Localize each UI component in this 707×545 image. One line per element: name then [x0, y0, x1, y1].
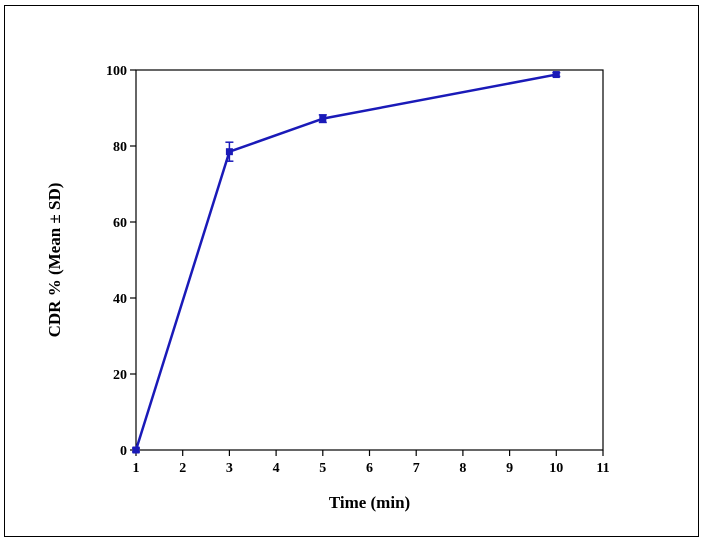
- x-tick-label: 11: [596, 461, 609, 476]
- data-point: [319, 115, 327, 123]
- x-axis-title: Time (min): [329, 493, 410, 512]
- series-line: [134, 73, 557, 451]
- data-point: [552, 71, 560, 79]
- x-tick-label: 10: [549, 461, 563, 476]
- x-axis: 1 2 3 4 5 6 7 8 9 10 11: [133, 450, 610, 476]
- y-axis-title: CDR % (Mean ± SD): [45, 183, 64, 338]
- plot-area: [135, 69, 604, 451]
- x-tick-label: 4: [273, 461, 280, 476]
- x-tick-label: 9: [506, 461, 513, 476]
- x-tick-label: 7: [413, 461, 420, 476]
- x-tick-label: 3: [226, 461, 233, 476]
- x-tick-label: 6: [366, 461, 373, 476]
- figure-frame: [4, 5, 699, 537]
- y-axis: 0 20 40 60 80 100: [106, 64, 136, 459]
- series-layer: [132, 71, 561, 454]
- y-tick-label: 100: [106, 64, 127, 79]
- x-tick-label: 1: [133, 461, 140, 476]
- y-tick-label: 0: [120, 444, 127, 459]
- y-tick-label: 20: [113, 368, 127, 383]
- y-tick-label: 60: [113, 216, 127, 231]
- x-tick-label: 5: [319, 461, 326, 476]
- y-tick-label: 80: [113, 140, 127, 155]
- x-tick-label: 8: [459, 461, 466, 476]
- data-point: [225, 148, 233, 156]
- data-point: [132, 446, 140, 454]
- x-tick-label: 2: [179, 461, 186, 476]
- y-tick-label: 40: [113, 292, 127, 307]
